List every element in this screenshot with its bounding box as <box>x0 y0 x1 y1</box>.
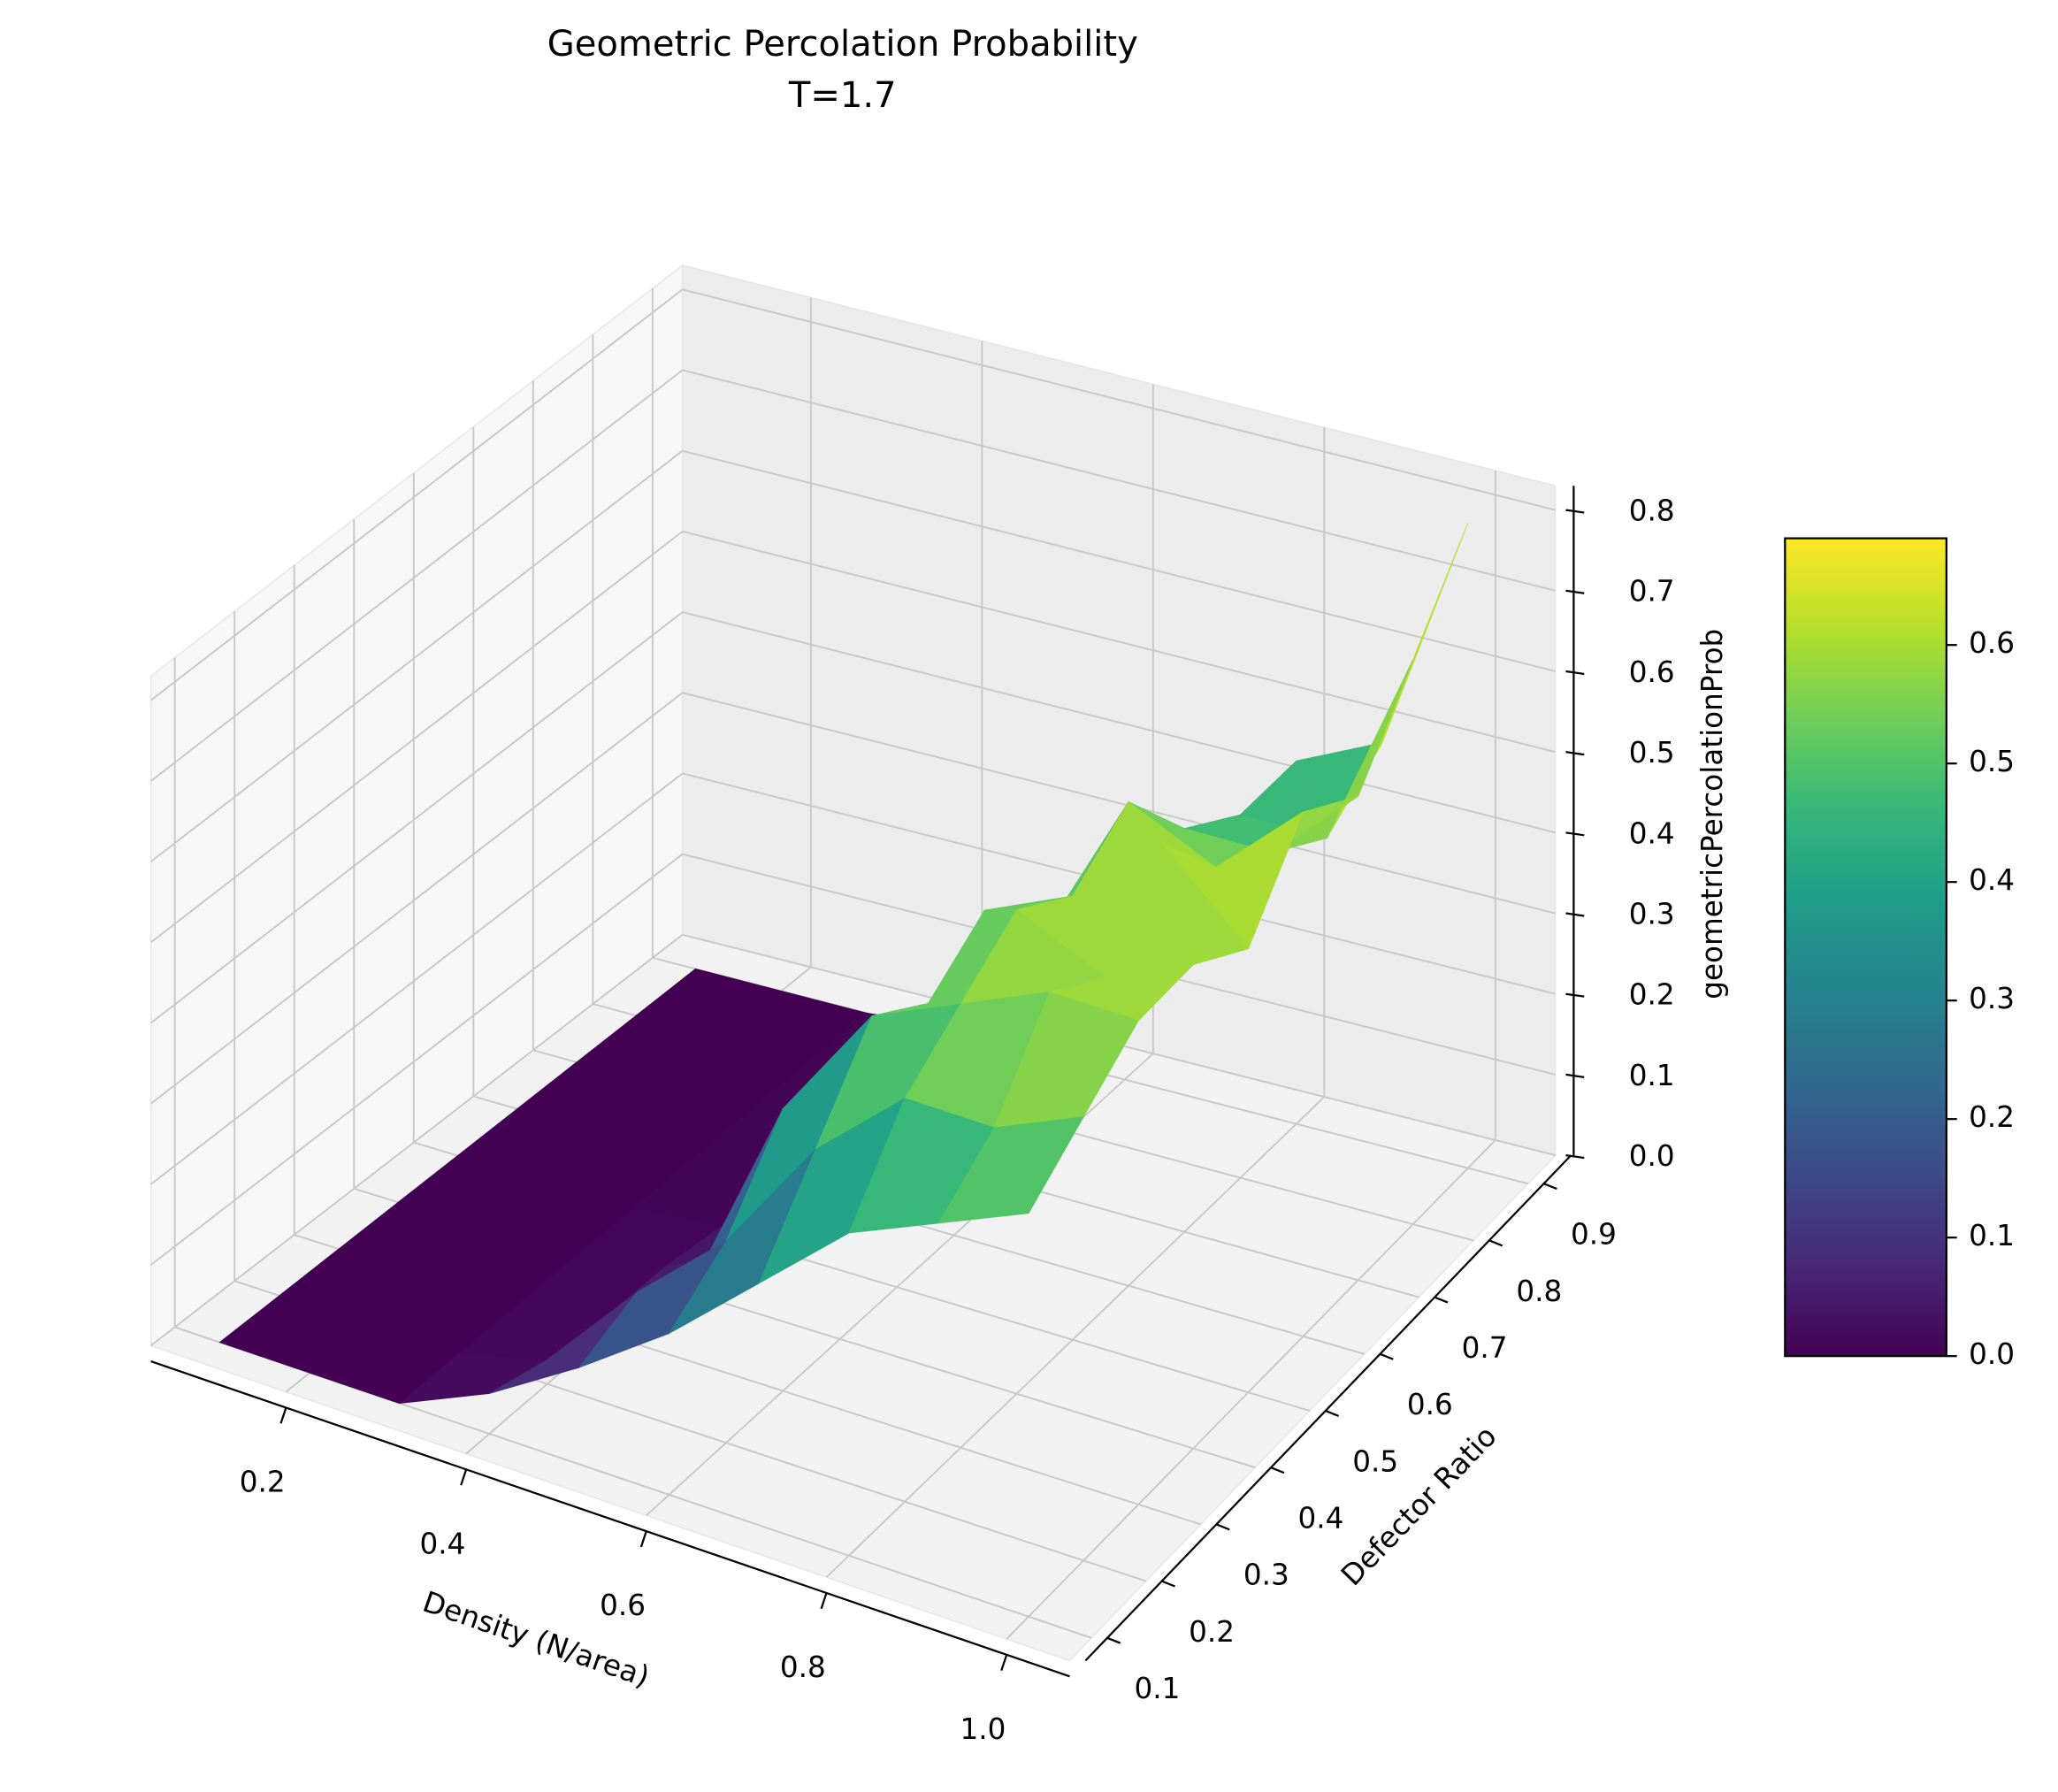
colorbar-tick-label: 0.6 <box>1969 626 2015 660</box>
grid-line <box>150 449 684 862</box>
chart-subtitle: T=1.7 <box>788 75 897 116</box>
y-tick <box>1161 1580 1175 1588</box>
z-tick-label: 0.8 <box>1629 494 1675 528</box>
plot-3d: 0.20.40.60.81.00.10.20.30.40.50.60.70.80… <box>149 264 1675 1746</box>
z-tick-label: 0.7 <box>1629 575 1675 609</box>
x-tick-label: 1.0 <box>960 1712 1006 1746</box>
x-tick <box>639 1530 647 1548</box>
y-tick <box>1215 1523 1230 1531</box>
colorbar-gradient <box>1784 537 1947 1358</box>
z-tick-label: 0.1 <box>1629 1059 1675 1092</box>
colorbar: 0.0 0.1 0.2 0.3 0.4 0.5 0.6 <box>1784 537 2015 1371</box>
z-tick-label: 0.5 <box>1629 736 1675 770</box>
colorbar-tick-label: 0.2 <box>1969 1100 2015 1134</box>
z-tick-label: 0.6 <box>1629 655 1675 689</box>
z-tick <box>1565 912 1585 917</box>
grid-line <box>682 449 1556 672</box>
grid-line <box>150 288 684 701</box>
grid-line <box>150 531 684 944</box>
x-tick <box>279 1407 287 1424</box>
axis-line <box>1084 1154 1572 1662</box>
y-tick-label: 0.7 <box>1462 1331 1508 1365</box>
y-tick-label: 0.3 <box>1243 1558 1289 1592</box>
axis-line <box>150 1360 1070 1678</box>
z-tick <box>1565 509 1585 514</box>
y-tick-label: 0.2 <box>1189 1615 1235 1649</box>
y-tick-label: 0.9 <box>1571 1218 1617 1252</box>
y-tick <box>1488 1239 1503 1247</box>
y-tick <box>1434 1296 1449 1304</box>
y-tick <box>1543 1183 1557 1191</box>
z-tick <box>1565 1153 1585 1160</box>
y-tick-label: 0.8 <box>1516 1275 1562 1308</box>
colorbar-tick-label: 0.5 <box>1969 745 2015 778</box>
z-tick <box>1565 751 1585 756</box>
y-tick <box>1270 1467 1285 1474</box>
y-tick-label: 0.6 <box>1407 1388 1453 1421</box>
x-tick-label: 0.8 <box>780 1650 826 1684</box>
x-tick <box>820 1592 828 1610</box>
grid-line <box>825 1096 1326 1578</box>
colorbar-tick-label: 0.0 <box>1969 1337 2015 1371</box>
y-tick-label: 0.5 <box>1352 1444 1398 1478</box>
y-tick <box>1106 1636 1121 1644</box>
grid-line <box>682 611 1556 834</box>
y-tick <box>1325 1409 1340 1417</box>
z-tick-label: 0.0 <box>1629 1139 1675 1173</box>
z-axis-label: geometricPercolationProb <box>1695 629 1729 999</box>
x-tick-label: 0.2 <box>240 1466 286 1499</box>
grid-line <box>150 934 684 1347</box>
z-tick <box>1565 670 1585 676</box>
grid-line <box>682 369 1556 592</box>
z-tick-label: 0.3 <box>1629 898 1675 931</box>
grid-line <box>682 288 1556 511</box>
z-tick-label: 0.2 <box>1629 978 1675 1012</box>
grid-line <box>1006 1139 1496 1640</box>
grid-line <box>682 530 1556 754</box>
y-tick-label: 0.4 <box>1298 1502 1344 1535</box>
grid-line <box>682 692 1556 915</box>
chart-title: Geometric Percolation Probability <box>547 24 1138 65</box>
y-tick <box>1380 1352 1394 1360</box>
x-tick <box>1000 1654 1008 1671</box>
colorbar-tick-label: 0.1 <box>1969 1219 2015 1252</box>
surface-patch <box>937 1116 1084 1224</box>
x-tick-label: 0.6 <box>600 1589 646 1622</box>
grid-line <box>150 369 684 782</box>
x-tick-label: 0.4 <box>419 1527 465 1560</box>
z-tick-label: 0.4 <box>1629 816 1675 850</box>
z-tick <box>1565 589 1585 594</box>
grid-line <box>150 853 684 1266</box>
colorbar-tick-label: 0.4 <box>1969 863 2015 897</box>
z-tick <box>1565 1073 1585 1078</box>
colorbar-tick-label: 0.3 <box>1969 982 2015 1015</box>
grid-line <box>150 611 684 1024</box>
z-tick <box>1565 831 1585 837</box>
grid-line <box>150 772 684 1185</box>
grid-line <box>150 692 684 1105</box>
y-tick-label: 0.1 <box>1134 1672 1180 1705</box>
z-tick <box>1565 992 1585 998</box>
x-tick <box>460 1468 468 1486</box>
